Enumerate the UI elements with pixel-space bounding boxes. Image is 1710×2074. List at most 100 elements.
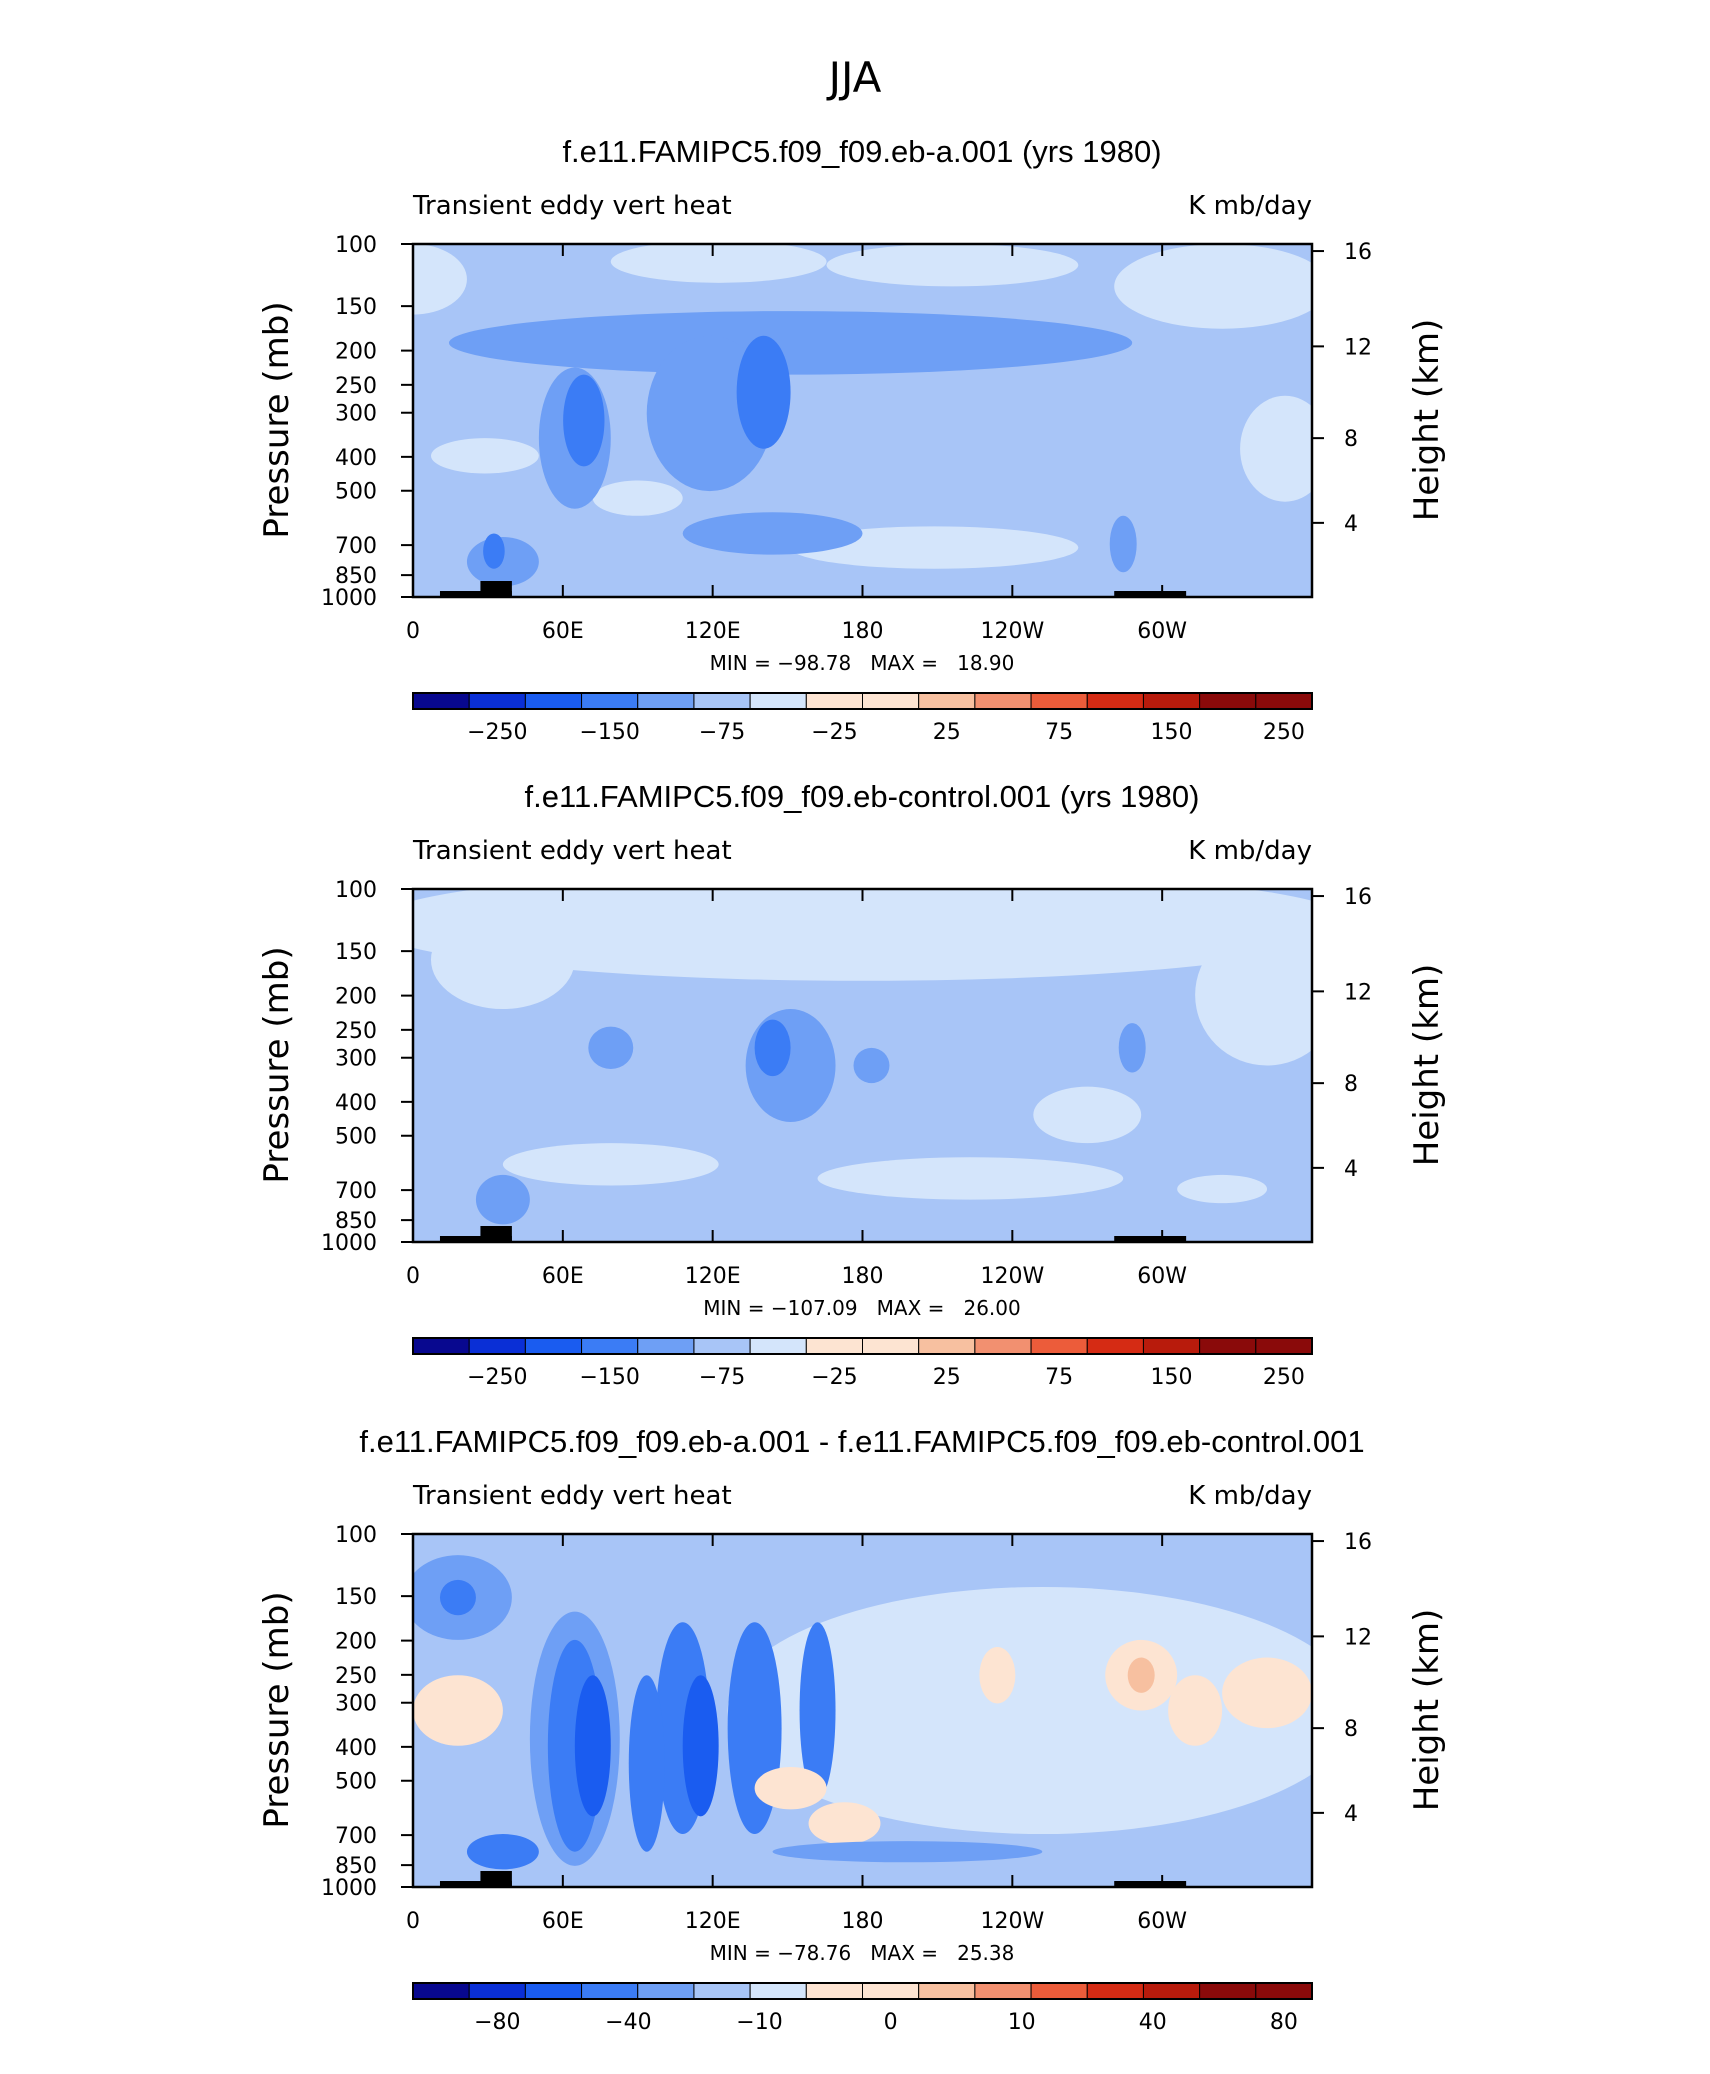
colorbar-box <box>1030 1337 1088 1355</box>
x-tick-label: 60W <box>1137 619 1187 644</box>
y-tick-label: 250 <box>335 1019 377 1044</box>
colorbar-box <box>1086 1982 1144 2000</box>
left-label: Transient eddy vert heat <box>412 191 732 221</box>
y-tick-label: 850 <box>335 564 377 589</box>
x-tick-label: 0 <box>406 1909 420 1934</box>
colorbar-label: −250 <box>467 720 527 745</box>
colorbar-box <box>693 692 751 710</box>
contour-region <box>592 480 683 516</box>
colorbar-box <box>693 1337 751 1355</box>
panel-title: f.e11.FAMIPC5.f09_f09.eb-a.001 - f.e11.F… <box>359 1424 1364 1459</box>
y-tick-label: 850 <box>335 1209 377 1234</box>
contour-field <box>413 1534 1312 1887</box>
colorbar-label: 40 <box>1139 2010 1167 2035</box>
contour-region <box>430 438 539 474</box>
right-label: K mb/day <box>1188 191 1312 221</box>
topography <box>439 1236 512 1242</box>
panel-2: f.e11.FAMIPC5.f09_f09.eb-control.001 (yr… <box>257 779 1447 1390</box>
y2-axis: 16 12 8 4 <box>1312 1530 1372 1827</box>
colorbar-box <box>468 1982 526 2000</box>
colorbar-box <box>468 1337 526 1355</box>
contour-field <box>413 244 1312 597</box>
x-tick-label: 120E <box>685 1909 741 1934</box>
x-tick-label: 60E <box>542 1909 584 1934</box>
colorbar-box <box>637 1982 695 2000</box>
y2-tick-label: 16 <box>1344 1530 1372 1555</box>
colorbar-box <box>918 692 976 710</box>
panel-title: f.e11.FAMIPC5.f09_f09.eb-a.001 (yrs 1980… <box>562 134 1161 169</box>
x-tick-label: 180 <box>842 619 884 644</box>
y-tick-label: 700 <box>335 534 377 559</box>
y-tick-label: 1000 <box>321 1231 377 1256</box>
colorbar-box <box>1199 692 1257 710</box>
colorbar-label: 150 <box>1151 720 1193 745</box>
y-tick-label: 150 <box>335 1585 377 1610</box>
contour-region <box>1109 515 1137 573</box>
x-tick-label: 120E <box>685 619 741 644</box>
colorbar-box <box>524 1337 583 1355</box>
colorbar-label: −150 <box>579 720 639 745</box>
colorbar-box <box>974 692 1032 710</box>
contour-region <box>430 910 575 1010</box>
y-tick-label: 850 <box>335 1854 377 1879</box>
y-tick-label: 400 <box>335 446 377 471</box>
y-tick-label: 700 <box>335 1824 377 1849</box>
left-label: Transient eddy vert heat <box>412 836 732 866</box>
colorbar-box <box>918 1982 976 2000</box>
contour-region <box>979 1646 1016 1704</box>
contour-region <box>1114 244 1312 329</box>
colorbar-label: −25 <box>811 1365 857 1390</box>
y2-tick-label: 4 <box>1344 1802 1358 1827</box>
colorbar-box <box>974 1982 1032 2000</box>
x-tick-label: 120W <box>980 619 1044 644</box>
y-tick-label: 100 <box>335 878 377 903</box>
contour-region <box>1177 1174 1268 1204</box>
colorbar-box <box>805 1982 863 2000</box>
contour-region <box>682 512 863 555</box>
y-tick-label: 300 <box>335 402 377 427</box>
y2-tick-label: 8 <box>1344 427 1358 452</box>
contour-region <box>1168 1675 1223 1746</box>
right-label: K mb/day <box>1188 836 1312 866</box>
y-tick-label: 300 <box>335 1047 377 1072</box>
x-axis: 0 60E 120E 180 120W 60W <box>406 889 1187 1289</box>
colorbar-label: −40 <box>605 2010 651 2035</box>
y-tick-label: 500 <box>335 1770 377 1795</box>
y-tick-label: 250 <box>335 1664 377 1689</box>
y2-tick-label: 12 <box>1344 335 1372 360</box>
colorbar-box <box>412 692 470 710</box>
x-tick-label: 120E <box>685 1264 741 1289</box>
colorbar-box <box>412 1982 470 2000</box>
y-tick-label: 700 <box>335 1179 377 1204</box>
colorbar-box <box>1086 692 1144 710</box>
contour-region <box>1118 1023 1146 1073</box>
x-tick-label: 180 <box>842 1909 884 1934</box>
panel-title: f.e11.FAMIPC5.f09_f09.eb-control.001 (yr… <box>525 779 1200 814</box>
contour-region <box>439 1579 476 1616</box>
contour-region <box>1033 1086 1142 1144</box>
colorbar-box <box>1142 692 1201 710</box>
panel-1: f.e11.FAMIPC5.f09_f09.eb-a.001 (yrs 1980… <box>257 134 1447 745</box>
topography <box>439 1881 512 1887</box>
contour-region <box>754 1019 791 1077</box>
x-tick-label: 60W <box>1137 1264 1187 1289</box>
min-max-stats: MIN = −98.78 MAX = 18.90 <box>710 651 1015 675</box>
colorbar-box <box>1030 1982 1088 2000</box>
contour-region <box>475 1174 530 1225</box>
y2-tick-label: 16 <box>1344 885 1372 910</box>
contour-region <box>448 311 1133 375</box>
y-tick-label: 250 <box>335 374 377 399</box>
y-tick-label: 100 <box>335 233 377 258</box>
topography <box>480 581 512 597</box>
topography <box>439 591 512 597</box>
y2-axis-label: Height (km) <box>1407 1609 1447 1812</box>
contour-region <box>754 1766 827 1810</box>
topography <box>480 1871 512 1887</box>
x-tick-label: 60W <box>1137 1909 1187 1934</box>
colorbar-box <box>805 692 863 710</box>
contour-region <box>574 1675 611 1817</box>
